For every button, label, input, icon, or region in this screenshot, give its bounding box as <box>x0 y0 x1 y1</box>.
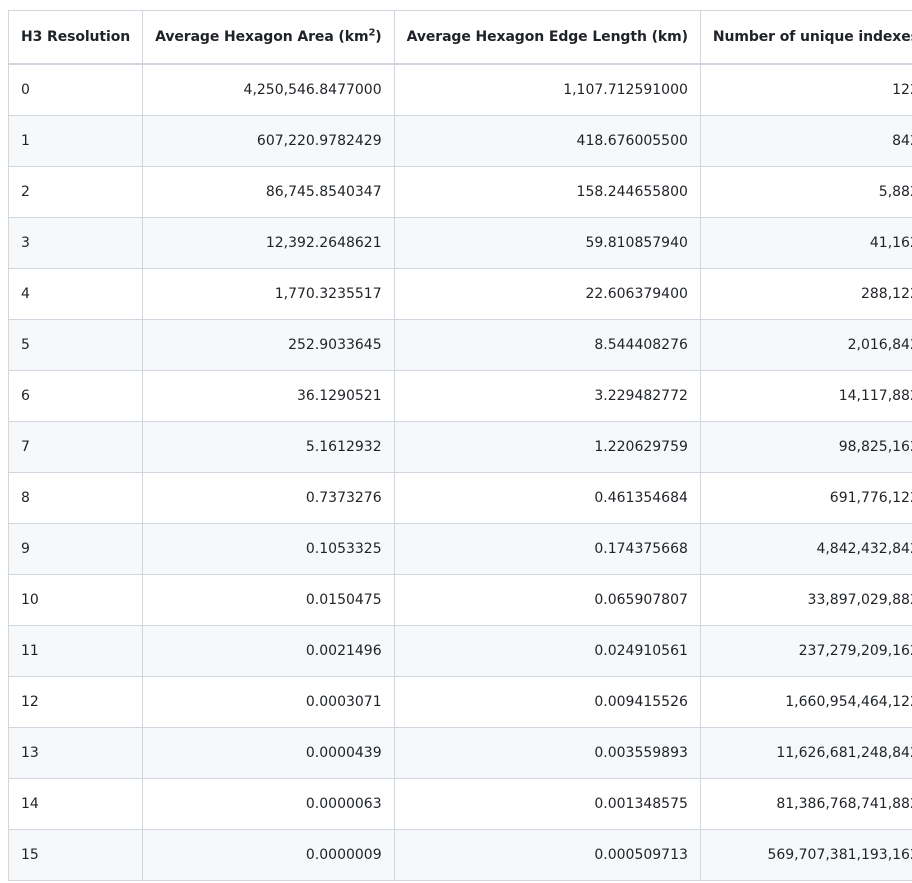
header-area-superscript: 2 <box>368 27 376 39</box>
cell-average-edge-length: 0.174375668 <box>393 523 701 575</box>
cell-resolution: 13 <box>7 727 144 779</box>
cell-average-edge-length: 8.544408276 <box>393 319 701 371</box>
cell-unique-indexes: 237,279,209,162 <box>699 625 912 677</box>
cell-resolution: 1 <box>7 115 144 167</box>
table-row: 11 0.0021496 0.024910561 237,279,209,162 <box>7 625 912 677</box>
h3-resolution-table-container: H3 Resolution Average Hexagon Area (km2)… <box>7 10 912 881</box>
cell-average-area: 0.7373276 <box>142 472 395 524</box>
cell-unique-indexes: 569,707,381,193,162 <box>699 829 912 881</box>
cell-average-edge-length: 0.009415526 <box>393 676 701 728</box>
cell-unique-indexes: 11,626,681,248,842 <box>699 727 912 779</box>
cell-average-edge-length: 22.606379400 <box>393 268 701 320</box>
h3-resolution-table: H3 Resolution Average Hexagon Area (km2)… <box>7 10 912 881</box>
table-row: 13 0.0000439 0.003559893 11,626,681,248,842 <box>7 727 912 779</box>
cell-unique-indexes: 4,842,432,842 <box>699 523 912 575</box>
cell-resolution: 9 <box>7 523 144 575</box>
table-row: 10 0.0150475 0.065907807 33,897,029,882 <box>7 574 912 626</box>
cell-average-edge-length: 0.000509713 <box>393 829 701 881</box>
cell-average-area: 607,220.9782429 <box>142 115 395 167</box>
header-unique-indexes: Number of unique indexes <box>699 10 912 65</box>
table-body: 04,250,546.84770001,107.7125910001221607… <box>7 63 912 881</box>
cell-unique-indexes: 98,825,162 <box>699 421 912 473</box>
cell-resolution: 2 <box>7 166 144 218</box>
cell-average-area: 12,392.2648621 <box>142 217 395 269</box>
cell-resolution: 14 <box>7 778 144 830</box>
cell-average-edge-length: 3.229482772 <box>393 370 701 422</box>
cell-average-edge-length: 0.461354684 <box>393 472 701 524</box>
header-row: H3 Resolution Average Hexagon Area (km2)… <box>7 10 912 65</box>
cell-average-edge-length: 418.676005500 <box>393 115 701 167</box>
cell-average-area: 1,770.3235517 <box>142 268 395 320</box>
cell-average-area: 5.1612932 <box>142 421 395 473</box>
table-row: 7 5.1612932 1.220629759 98,825,162 <box>7 421 912 473</box>
cell-average-edge-length: 0.024910561 <box>393 625 701 677</box>
cell-average-area: 36.1290521 <box>142 370 395 422</box>
cell-unique-indexes: 14,117,882 <box>699 370 912 422</box>
cell-resolution: 0 <box>7 63 144 116</box>
cell-average-edge-length: 0.003559893 <box>393 727 701 779</box>
cell-resolution: 4 <box>7 268 144 320</box>
cell-average-area: 86,745.8540347 <box>142 166 395 218</box>
cell-average-area: 0.0003071 <box>142 676 395 728</box>
cell-unique-indexes: 122 <box>699 63 912 116</box>
cell-average-edge-length: 1,107.712591000 <box>393 63 701 116</box>
cell-resolution: 11 <box>7 625 144 677</box>
cell-unique-indexes: 33,897,029,882 <box>699 574 912 626</box>
cell-average-area: 0.0000439 <box>142 727 395 779</box>
cell-average-area: 0.0150475 <box>142 574 395 626</box>
table-row: 5 252.9033645 8.544408276 2,016,842 <box>7 319 912 371</box>
table-row: 9 0.1053325 0.174375668 4,842,432,842 <box>7 523 912 575</box>
cell-average-edge-length: 59.810857940 <box>393 217 701 269</box>
cell-average-edge-length: 0.001348575 <box>393 778 701 830</box>
cell-unique-indexes: 81,386,768,741,882 <box>699 778 912 830</box>
cell-unique-indexes: 5,882 <box>699 166 912 218</box>
header-area-text: Average Hexagon Area (km <box>155 29 369 45</box>
cell-resolution: 6 <box>7 370 144 422</box>
cell-average-area: 4,250,546.8477000 <box>142 63 395 116</box>
cell-average-area: 0.1053325 <box>142 523 395 575</box>
table-row: 14 0.0000063 0.001348575 81,386,768,741,882 <box>7 778 912 830</box>
table-row: 12 0.0003071 0.009415526 1,660,954,464,122 <box>7 676 912 728</box>
cell-average-edge-length: 158.244655800 <box>393 166 701 218</box>
cell-average-area: 0.0000063 <box>142 778 395 830</box>
cell-average-area: 0.0000009 <box>142 829 395 881</box>
cell-resolution: 5 <box>7 319 144 371</box>
cell-unique-indexes: 691,776,122 <box>699 472 912 524</box>
cell-unique-indexes: 842 <box>699 115 912 167</box>
cell-average-edge-length: 1.220629759 <box>393 421 701 473</box>
cell-average-area: 252.9033645 <box>142 319 395 371</box>
cell-resolution: 10 <box>7 574 144 626</box>
header-average-edge-length: Average Hexagon Edge Length (km) <box>393 10 701 65</box>
cell-resolution: 7 <box>7 421 144 473</box>
cell-resolution: 8 <box>7 472 144 524</box>
table-row: 6 36.1290521 3.229482772 14,117,882 <box>7 370 912 422</box>
cell-average-area: 0.0021496 <box>142 625 395 677</box>
header-area-close: ) <box>375 29 382 45</box>
header-average-hexagon-area: Average Hexagon Area (km2) <box>142 10 395 65</box>
cell-unique-indexes: 2,016,842 <box>699 319 912 371</box>
table-row: 8 0.7373276 0.461354684 691,776,122 <box>7 472 912 524</box>
header-h3-resolution: H3 Resolution <box>7 10 144 65</box>
cell-unique-indexes: 1,660,954,464,122 <box>699 676 912 728</box>
cell-resolution: 15 <box>7 829 144 881</box>
cell-unique-indexes: 41,162 <box>699 217 912 269</box>
cell-average-edge-length: 0.065907807 <box>393 574 701 626</box>
table-header: H3 Resolution Average Hexagon Area (km2)… <box>7 10 912 65</box>
cell-unique-indexes: 288,122 <box>699 268 912 320</box>
table-row: 15 0.0000009 0.000509713 569,707,381,193,16… <box>7 829 912 881</box>
cell-resolution: 3 <box>7 217 144 269</box>
cell-resolution: 12 <box>7 676 144 728</box>
